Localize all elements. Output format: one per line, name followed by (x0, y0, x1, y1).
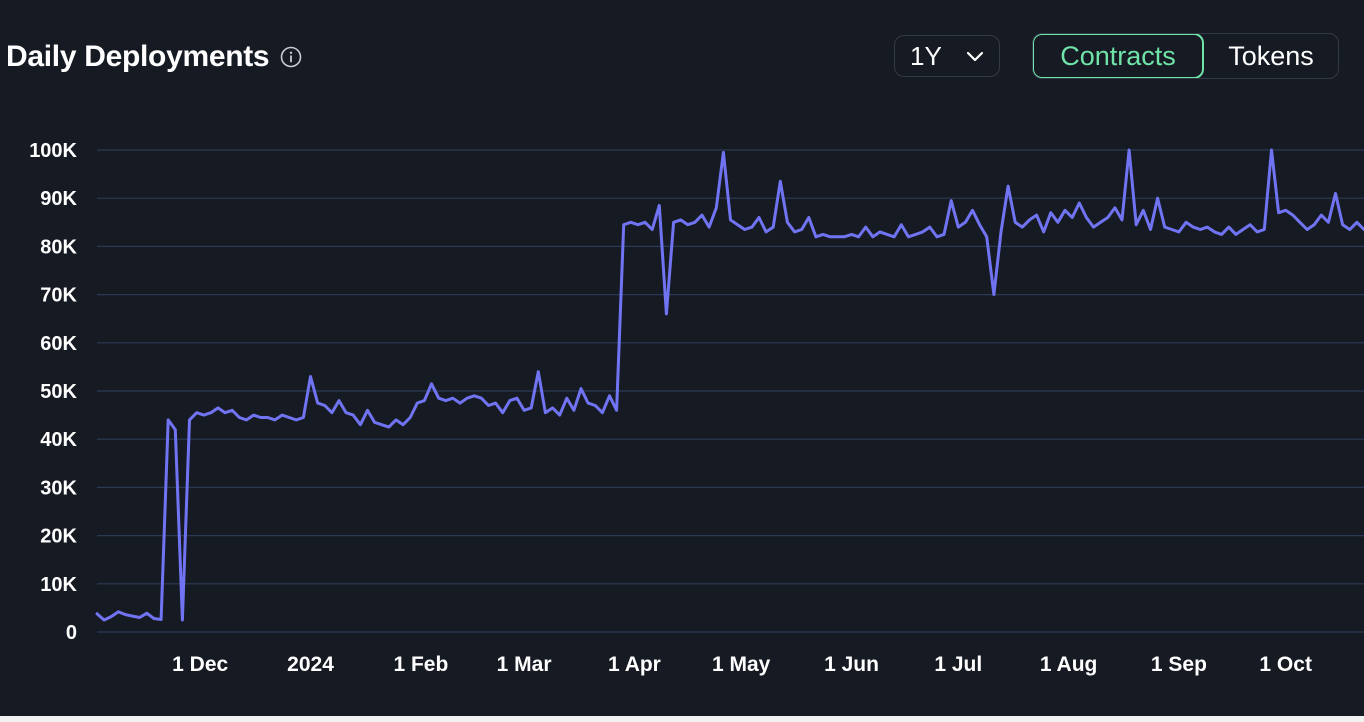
y-tick-label: 80K (40, 236, 77, 258)
grid-lines (97, 149, 1364, 633)
x-tick-label: 1 Jun (824, 653, 879, 676)
x-tick-label: 1 Oct (1259, 653, 1312, 676)
page-title: Daily Deployments (6, 40, 270, 73)
y-tick-label: 70K (40, 285, 77, 307)
y-tick-label: 100K (29, 140, 77, 162)
y-tick-label: 60K (40, 333, 77, 355)
chevron-down-icon (966, 51, 984, 62)
range-selected-value: 1Y (910, 41, 942, 71)
x-tick-label: 1 Apr (608, 653, 661, 676)
x-tick-label: 1 Sep (1151, 653, 1207, 676)
x-axis-ticks: 1 Dec 2024 1 Feb 1 Mar 1 Apr 1 May 1 Jun 1 Jul 1… (172, 653, 1312, 676)
x-tick-label: 1 Mar (497, 653, 552, 676)
bottom-divider (0, 716, 1364, 722)
y-tick-label: 10K (40, 574, 77, 596)
info-circle-icon[interactable] (280, 46, 302, 68)
y-tick-label: 50K (40, 381, 77, 403)
y-tick-label: 20K (40, 526, 77, 548)
x-tick-label: 1 Jul (934, 653, 982, 676)
contracts-toggle-button[interactable]: Contracts (1033, 34, 1204, 78)
y-tick-label: 30K (40, 477, 77, 499)
tokens-toggle-button[interactable]: Tokens (1228, 40, 1314, 71)
chart-header: Daily Deployments (6, 34, 302, 80)
x-tick-label: 1 May (712, 653, 771, 676)
x-tick-label: 1 Dec (172, 653, 228, 676)
y-axis-ticks: 0 10K 20K 30K 40K 50K 60K 70K 80K 90K 100K (29, 140, 77, 644)
y-tick-label: 0 (66, 622, 77, 644)
series-line (95, 148, 1364, 622)
y-tick-label: 40K (40, 429, 77, 451)
contracts-tokens-toggle: Contracts Tokens (1032, 33, 1339, 79)
series-layer (95, 148, 1364, 622)
x-tick-label: 1 Aug (1040, 653, 1098, 676)
range-select[interactable]: 1Y (894, 35, 1000, 77)
x-tick-label: 2024 (287, 653, 334, 676)
y-tick-label: 90K (40, 188, 77, 210)
x-tick-label: 1 Feb (393, 653, 448, 676)
